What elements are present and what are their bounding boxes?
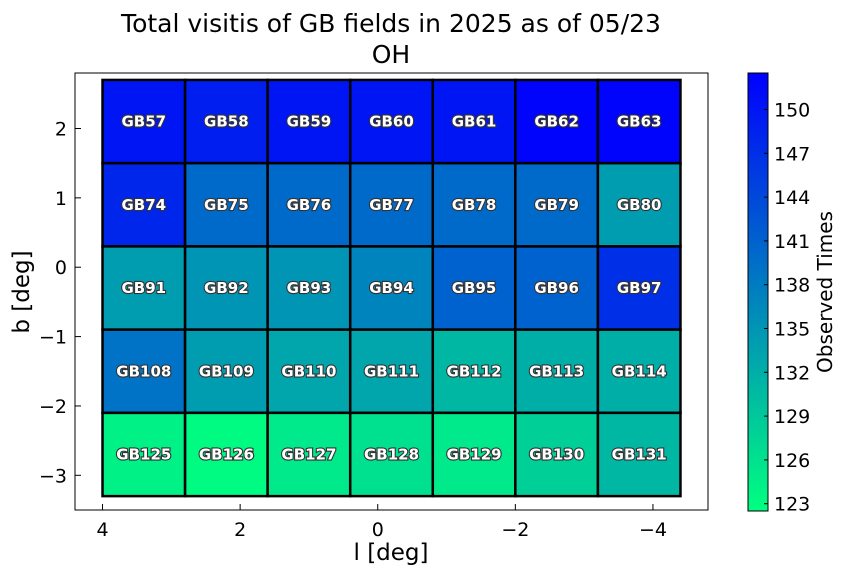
y-tick-label: −3 [39,465,67,487]
field-cell-gb127 [266,411,352,498]
field-label-gb127: GB127 [281,446,336,464]
field-label-gb109: GB109 [199,362,254,380]
field-label-gb131: GB131 [612,446,667,464]
field-label-gb128: GB128 [364,446,419,464]
field-cell-gb75 [183,161,269,248]
field-label-gb74: GB74 [121,196,166,214]
field-label-gb96: GB96 [534,279,579,297]
field-cell-gb112 [431,328,517,415]
field-label-gb78: GB78 [452,196,497,214]
chart-title: Total visitis of GB fields in 2025 as of… [120,9,661,38]
field-label-gb130: GB130 [529,446,584,464]
field-label-gb91: GB91 [121,279,166,297]
colorbar-tick-label: 147 [774,143,810,165]
heatmap-cells: GB57 GB58 GB59 GB60 GB61 GB62 GB63 GB74 GB75 GB76… [101,78,682,498]
field-cell-gb63 [596,78,682,165]
field-label-gb58: GB58 [204,113,249,131]
field-label-gb95: GB95 [452,279,497,297]
x-tick-label: 2 [234,519,246,541]
y-tick-label: 0 [55,257,67,279]
field-cell-gb128 [348,411,435,498]
colorbar-tick-label: 126 [774,450,810,472]
x-axis-ticks: 4 2 0 −2 −4 [96,504,667,541]
field-cell-gb77 [348,161,435,248]
colorbar-tick-label: 144 [774,187,810,209]
field-label-gb110: GB110 [281,362,336,380]
field-label-gb60: GB60 [369,113,414,131]
field-cell-gb91 [101,245,187,331]
field-label-gb80: GB80 [617,196,662,214]
field-label-gb57: GB57 [121,113,166,131]
chart-subtitle: OH [372,40,410,69]
field-label-gb75: GB75 [204,196,249,214]
y-tick-label: −1 [39,327,67,349]
colorbar-tick-label: 141 [774,231,810,253]
field-label-gb97: GB97 [617,279,662,297]
field-label-gb126: GB126 [199,446,254,464]
field-cell-gb80 [596,161,682,248]
x-tick-label: 4 [96,519,108,541]
field-cell-gb96 [514,245,600,331]
field-cell-gb78 [431,161,517,248]
field-label-gb77: GB77 [369,196,414,214]
y-tick-label: 1 [55,188,67,210]
field-label-gb79: GB79 [534,196,579,214]
field-label-gb108: GB108 [116,362,171,380]
field-cell-gb92 [183,245,269,331]
colorbar-label: Observed Times [813,211,837,373]
colorbar-tick-label: 150 [774,100,810,122]
y-axis-label: b [deg] [9,250,35,333]
field-label-gb62: GB62 [534,113,579,131]
x-tick-label: −4 [639,519,667,541]
x-axis-label: l [deg] [354,540,429,566]
field-label-gb94: GB94 [369,279,414,297]
field-label-gb93: GB93 [287,279,332,297]
field-label-gb92: GB92 [204,279,249,297]
y-tick-label: 2 [55,118,67,140]
field-label-gb76: GB76 [287,196,332,214]
field-cell-gb93 [266,245,352,331]
field-cell-gb74 [101,161,187,248]
colorbar-tick-label: 132 [774,362,810,384]
field-label-gb61: GB61 [452,113,497,131]
colorbar-ticks: 123 126 129 132 135 138 141 144 147 150 [764,100,810,516]
colorbar-tick-label: 138 [774,275,810,297]
field-cell-gb131 [596,411,682,498]
colorbar-tick-label: 135 [774,319,810,341]
colorbar [747,72,769,512]
field-cell-gb125 [101,411,187,498]
field-label-gb111: GB111 [364,362,419,380]
colorbar-tick-label: 129 [774,406,810,428]
y-tick-label: −2 [39,396,67,418]
field-cell-gb113 [514,328,600,415]
field-label-gb129: GB129 [447,446,502,464]
x-tick-label: 0 [372,519,384,541]
plot-frame [74,72,709,511]
field-label-gb63: GB63 [617,113,662,131]
field-label-gb59: GB59 [287,113,332,131]
field-cell-gb62 [514,78,600,165]
field-cell-gb60 [348,78,435,165]
field-label-gb125: GB125 [116,446,171,464]
field-label-gb114: GB114 [612,362,667,380]
field-cell-gb109 [183,328,269,415]
field-cell-gb126 [183,411,269,498]
field-label-gb112: GB112 [447,362,502,380]
y-axis-ticks: 2 1 0 −1 −2 −3 [39,118,81,487]
x-tick-label: −2 [501,519,529,541]
colorbar-tick-label: 123 [774,494,810,516]
field-cell-gb108 [101,328,187,415]
field-label-gb113: GB113 [529,362,584,380]
